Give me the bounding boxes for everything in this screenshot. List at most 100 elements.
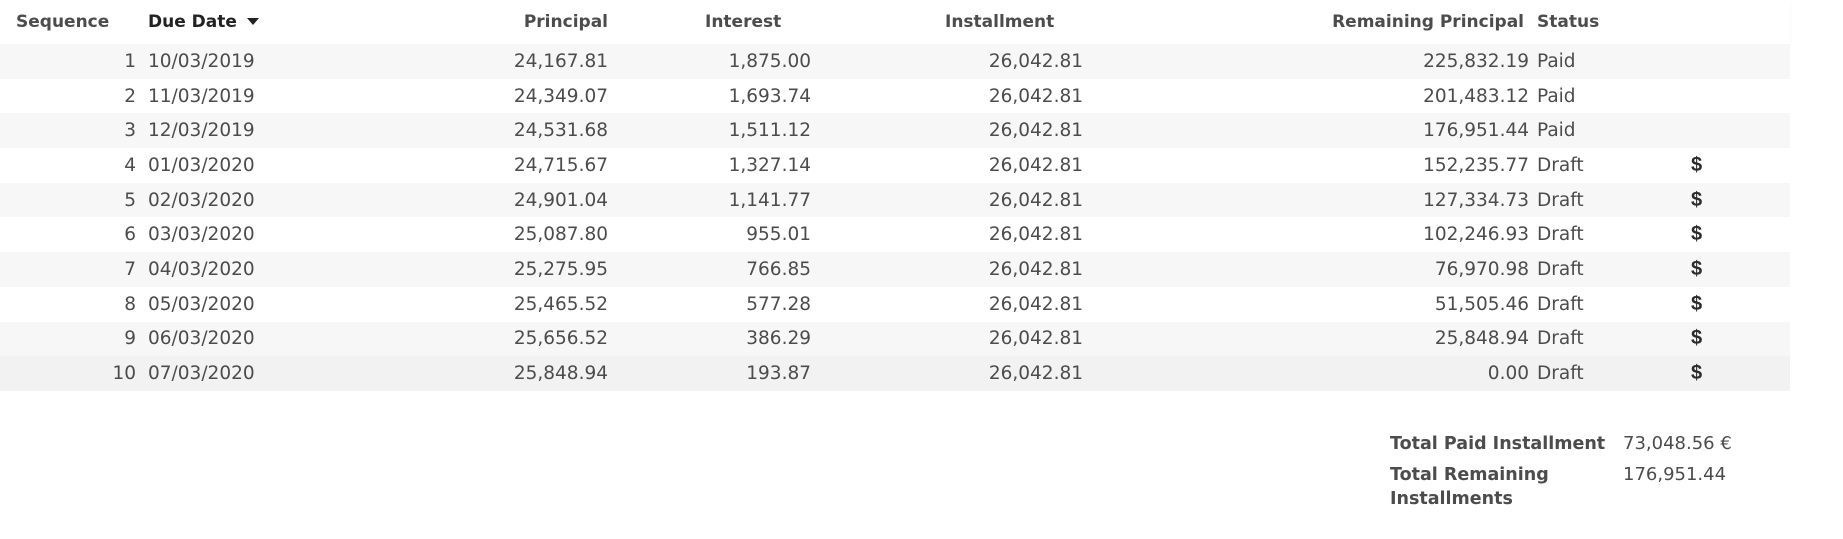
cell-status: Draft (1537, 224, 1584, 246)
cell-remaining-principal: 201,483.12 (1423, 85, 1529, 107)
cell-remaining-principal: 176,951.44 (1423, 120, 1529, 142)
cell-remaining-principal: 127,334.73 (1423, 189, 1529, 211)
column-header-remaining-principal[interactable]: Remaining Principal (1332, 12, 1524, 32)
dollar-icon[interactable]: $ (1691, 223, 1703, 246)
cell-remaining-principal: 51,505.46 (1434, 293, 1529, 315)
cell-interest: 386.29 (746, 328, 811, 350)
table-row[interactable]: 2 11/03/2019 24,349.07 1,693.74 26,042.81 201… (0, 78, 1790, 114)
cell-sequence: 2 (124, 85, 136, 107)
table-row[interactable]: 5 02/03/2020 24,901.04 1,141.77 26,042.81 127… (0, 182, 1790, 218)
header-row: Sequence Due Date Principal Interest Ins… (0, 0, 1790, 44)
cell-action: $ (1689, 287, 1790, 322)
totals-summary: Total Paid Installment 73,048.56 € Total… (1390, 432, 1790, 518)
dollar-icon[interactable]: $ (1691, 188, 1703, 211)
total-remaining-row: Total Remaining Installments 176,951.44 (1390, 463, 1790, 511)
cell-principal: 25,465.52 (513, 293, 608, 315)
cell-action: $ (1689, 322, 1790, 357)
table-header: Sequence Due Date Principal Interest Ins… (0, 0, 1790, 44)
cell-action (1689, 44, 1790, 79)
cell-status: Draft (1537, 293, 1584, 315)
cell-interest: 577.28 (746, 293, 811, 315)
table-row[interactable]: 10 07/03/2020 25,848.94 193.87 26,042.81 0.00… (0, 356, 1790, 391)
installments-table-container: Sequence Due Date Principal Interest Ins… (0, 0, 1790, 391)
cell-installment: 26,042.81 (988, 85, 1083, 107)
cell-sequence: 3 (124, 120, 136, 142)
cell-interest: 1,693.74 (728, 85, 811, 107)
table-row[interactable]: 8 05/03/2020 25,465.52 577.28 26,042.81 51,50… (0, 286, 1790, 322)
cell-interest: 1,327.14 (728, 154, 811, 176)
cell-status: Paid (1537, 120, 1576, 142)
table-row[interactable]: 3 12/03/2019 24,531.68 1,511.12 26,042.81 176… (0, 113, 1790, 149)
cell-status: Paid (1537, 85, 1576, 107)
column-header-due-date[interactable]: Due Date (140, 0, 340, 44)
total-paid-row: Total Paid Installment 73,048.56 € (1390, 432, 1790, 456)
cell-installment: 26,042.81 (988, 120, 1083, 142)
cell-principal: 25,087.80 (513, 224, 608, 246)
cell-sequence: 4 (124, 154, 136, 176)
cell-installment: 26,042.81 (988, 50, 1083, 72)
cell-due-date: 02/03/2020 (148, 189, 255, 211)
cell-remaining-principal: 25,848.94 (1434, 328, 1529, 350)
cell-due-date: 12/03/2019 (148, 120, 255, 142)
cell-due-date: 06/03/2020 (148, 328, 255, 350)
column-header-sequence[interactable]: Sequence (16, 12, 110, 32)
cell-principal: 25,848.94 (513, 363, 608, 385)
table-row[interactable]: 1 10/03/2019 24,167.81 1,875.00 26,042.81 225… (0, 44, 1790, 79)
cell-principal: 24,167.81 (513, 50, 608, 72)
table-row[interactable]: 4 01/03/2020 24,715.67 1,327.14 26,042.81 152… (0, 148, 1790, 183)
column-header-installment[interactable]: Installment (945, 12, 1055, 32)
cell-status: Draft (1537, 154, 1584, 176)
cell-sequence: 9 (124, 328, 136, 350)
cell-installment: 26,042.81 (988, 154, 1083, 176)
cell-installment: 26,042.81 (988, 363, 1083, 385)
cell-remaining-principal: 152,235.77 (1423, 154, 1529, 176)
total-remaining-value: 176,951.44 (1623, 464, 1727, 485)
cell-due-date: 04/03/2020 (148, 258, 255, 280)
installments-table: Sequence Due Date Principal Interest Ins… (0, 0, 1790, 391)
cell-remaining-principal: 102,246.93 (1423, 224, 1529, 246)
cell-status: Draft (1537, 328, 1584, 350)
dollar-icon[interactable]: $ (1691, 327, 1703, 350)
cell-action: $ (1689, 356, 1790, 391)
dollar-icon[interactable]: $ (1691, 362, 1703, 385)
cell-remaining-principal: 0.00 (1487, 363, 1529, 385)
cell-interest: 1,511.12 (728, 120, 811, 142)
dollar-icon[interactable]: $ (1691, 257, 1703, 280)
cell-sequence: 7 (124, 258, 136, 280)
cell-due-date: 03/03/2020 (148, 224, 255, 246)
cell-due-date: 11/03/2019 (148, 85, 255, 107)
cell-principal: 24,901.04 (513, 189, 608, 211)
cell-principal: 25,275.95 (513, 258, 608, 280)
table-row[interactable]: 9 06/03/2020 25,656.52 386.29 26,042.81 25,84… (0, 321, 1790, 357)
cell-action (1689, 113, 1790, 148)
table-row[interactable]: 7 04/03/2020 25,275.95 766.85 26,042.81 76,97… (0, 252, 1790, 287)
total-paid-label: Total Paid Installment (1390, 434, 1606, 454)
cell-due-date: 10/03/2019 (148, 50, 255, 72)
cell-remaining-principal: 225,832.19 (1423, 50, 1529, 72)
cell-principal: 25,656.52 (513, 328, 608, 350)
cell-sequence: 5 (124, 189, 136, 211)
cell-status: Draft (1537, 363, 1584, 385)
cell-interest: 1,141.77 (728, 189, 811, 211)
cell-action: $ (1689, 183, 1790, 218)
column-header-action (1689, 0, 1790, 44)
cell-status: Draft (1537, 189, 1584, 211)
cell-interest: 193.87 (746, 363, 811, 385)
cell-installment: 26,042.81 (988, 293, 1083, 315)
cell-interest: 1,875.00 (728, 50, 811, 72)
column-header-status[interactable]: Status (1537, 12, 1600, 32)
cell-installment: 26,042.81 (988, 328, 1083, 350)
dollar-icon[interactable]: $ (1691, 153, 1703, 176)
column-header-principal[interactable]: Principal (523, 12, 608, 32)
cell-installment: 26,042.81 (988, 258, 1083, 280)
table-row[interactable]: 6 03/03/2020 25,087.80 955.01 26,042.81 102,2… (0, 217, 1790, 253)
column-header-interest[interactable]: Interest (705, 12, 782, 32)
cell-action: $ (1689, 252, 1790, 287)
cell-due-date: 01/03/2020 (148, 154, 255, 176)
cell-interest: 955.01 (746, 224, 811, 246)
cell-action: $ (1689, 217, 1790, 252)
cell-installment: 26,042.81 (988, 189, 1083, 211)
dollar-icon[interactable]: $ (1691, 292, 1703, 315)
total-paid-value: 73,048.56 € (1623, 433, 1732, 454)
cell-principal: 24,715.67 (513, 154, 608, 176)
